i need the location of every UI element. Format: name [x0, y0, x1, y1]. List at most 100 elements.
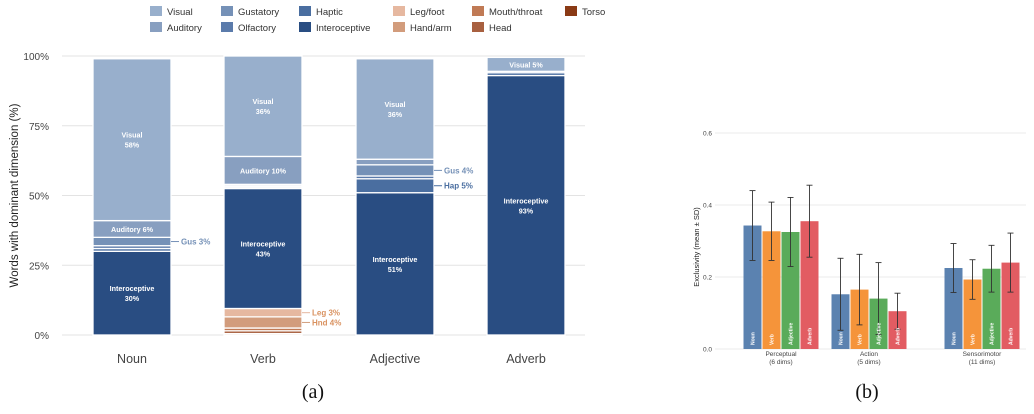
bar-series-label: Noun [952, 332, 958, 345]
y-axis-label: Exclusivity (mean ± SD) [692, 207, 701, 287]
data-label: 43% [256, 250, 271, 259]
x-tick-label: (11 dims) [969, 359, 996, 366]
x-tick-label: Perceptual [765, 351, 797, 358]
caption-a: (a) [302, 381, 324, 403]
legend-swatch-hand-arm [393, 22, 405, 32]
x-tick-label: Verb [250, 352, 276, 366]
legend-swatch-torso [565, 6, 577, 16]
data-label: Visual [121, 131, 142, 140]
bar-segment-adverb-interoceptive [486, 74, 566, 336]
legend-label: Leg/foot [410, 7, 445, 18]
callout-label: Hap 5% [444, 182, 473, 191]
data-label: Visual 5% [509, 60, 543, 69]
legend-swatch-leg-foot [393, 6, 405, 16]
x-tick-label: Adverb [506, 352, 546, 366]
legend-swatch-olfactory [221, 22, 233, 32]
legend-swatch-auditory [150, 22, 162, 32]
bar-segment-verb-visual [223, 55, 303, 158]
bar-series-label: Adjective [789, 323, 795, 345]
caption-b: (b) [855, 381, 878, 403]
bar-series-label: Noun [751, 332, 757, 345]
bar-series-label: Adjective [990, 323, 996, 345]
bar-series-label: Noun [839, 332, 845, 345]
bar-verb-0 [762, 231, 781, 349]
legend-swatch-haptic [299, 6, 311, 16]
bar-segment-adjective-visual [355, 58, 435, 160]
x-tick-label: Action [860, 351, 878, 358]
bar-adverb-1 [888, 311, 907, 349]
callout-label: Leg 3% [312, 309, 340, 318]
legend-label: Hand/arm [410, 23, 452, 34]
bar-segment-adjective-haptic [355, 178, 435, 194]
bar-segment-verb-auditory [223, 155, 303, 185]
bar-segment-verb-hand-arm [223, 316, 303, 329]
legend-label: Torso [582, 7, 605, 18]
bar-segment-adjective-gustatory [355, 164, 435, 177]
bar-adverb-2 [1001, 262, 1020, 349]
data-label: 36% [256, 107, 271, 116]
bar-adverb-0 [800, 221, 819, 349]
bar-series-label: Verb [858, 334, 864, 345]
bar-series-label: Adverb [1009, 328, 1015, 345]
data-label: Interoceptive [241, 240, 286, 249]
x-tick-label: (5 dims) [857, 359, 880, 366]
legend-label: Gustatory [238, 7, 279, 18]
data-label: 30% [125, 294, 140, 303]
data-label: Interoceptive [504, 196, 549, 205]
bar-adjective-2 [982, 268, 1001, 349]
y-axis-label: Words with dominant dimension (%) [9, 103, 21, 287]
y-tick-label: 100% [23, 52, 49, 63]
legend-label: Auditory [167, 23, 202, 34]
bar-segment-noun-visual [92, 58, 172, 222]
x-tick-label: Sensorimotor [963, 351, 1002, 358]
callout-label: Gus 4% [444, 166, 473, 175]
legend-a: Visual Gustatory Haptic Leg/foot Mouth/throa… [150, 6, 605, 34]
y-tick-label: 75% [29, 122, 49, 133]
legend-label: Visual [167, 7, 193, 18]
bar-segment-noun-gustatory [92, 236, 172, 247]
bar-series-label: Adjective [877, 323, 883, 345]
bar-series-label: Adverb [808, 328, 814, 345]
legend-label: Interoceptive [316, 23, 370, 34]
legend-label: Haptic [316, 7, 343, 18]
data-label: 36% [388, 110, 403, 119]
legend-swatch-mouth-throat [472, 6, 484, 16]
callout-label: Hnd 4% [312, 318, 341, 327]
legend-swatch-interoceptive [299, 22, 311, 32]
grouped-bar-chart-b: 0.0 0.2 0.4 0.6 Exclusivity (mean ± SD) Noun V… [692, 131, 1026, 366]
bar-series-label: Verb [971, 334, 977, 345]
data-label: Auditory 6% [111, 225, 154, 234]
data-label: Visual [384, 100, 405, 109]
legend-label: Head [489, 23, 512, 34]
legend-swatch-head [472, 22, 484, 32]
y-tick-label: 0.6 [703, 131, 712, 138]
data-label: 93% [519, 206, 534, 215]
y-tick-label: 0.2 [703, 275, 712, 282]
x-tick-label: Noun [117, 352, 147, 366]
bar-segment-verb-leg-foot [223, 307, 303, 318]
y-tick-label: 0.0 [703, 347, 712, 354]
bar-adjective-0 [781, 232, 800, 349]
data-label: 58% [125, 141, 140, 150]
legend-swatch-gustatory [221, 6, 233, 16]
callout-label: Gus 3% [181, 238, 210, 247]
bar-segment-noun-interoceptive [92, 250, 172, 336]
bar-segment-adjective-auditory [355, 158, 435, 166]
bar-segment-adverb-visual [486, 56, 566, 72]
data-label: Interoceptive [373, 255, 418, 264]
data-label: Auditory 10% [240, 166, 287, 175]
bar-verb-2 [963, 279, 982, 349]
y-tick-label: 0% [35, 331, 50, 342]
legend-swatch-visual [150, 6, 162, 16]
data-label: Visual [252, 97, 273, 106]
x-tick-label: Adjective [370, 352, 421, 366]
y-tick-label: 25% [29, 261, 49, 272]
bar-noun-0 [743, 225, 762, 349]
y-tick-label: 0.4 [703, 203, 712, 210]
legend-label: Mouth/throat [489, 7, 543, 18]
data-label: 51% [388, 265, 403, 274]
bar-series-label: Adverb [896, 328, 902, 345]
stacked-bar-chart-a: 0% 25% 50% 75% 100% Words with dominant dimen… [9, 52, 585, 366]
legend-label: Olfactory [238, 23, 276, 34]
